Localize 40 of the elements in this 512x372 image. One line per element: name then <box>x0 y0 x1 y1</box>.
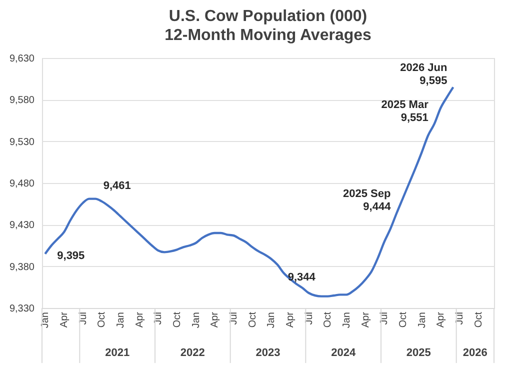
x-tick-label: Jan <box>416 312 428 328</box>
x-tick-label: Oct <box>473 312 484 328</box>
x-tick-label: Apr <box>134 311 146 328</box>
y-tick-label: 9,530 <box>9 136 35 148</box>
y-tick-label: 9,380 <box>9 262 35 273</box>
data-label: 2025 Sep 9,444 <box>342 188 392 213</box>
data-label: 9,461 <box>103 180 131 192</box>
chart-title: U.S. Cow Population (000) <box>168 8 368 25</box>
y-tick-label: 9,630 <box>9 54 35 64</box>
text: 2024 <box>331 347 356 359</box>
x-tick-label: Jan <box>190 312 202 328</box>
x-tick-label: Jan <box>341 312 352 328</box>
text: 2021 <box>105 347 130 359</box>
chart-subtitle: 12-Month Moving Averages <box>164 27 372 44</box>
y-tick-label: 9,580 <box>9 95 35 106</box>
x-tick-label: Oct <box>96 312 108 328</box>
data-label: 9,395 <box>57 250 85 262</box>
x-tick-label: Apr <box>436 311 447 328</box>
y-tick-label: 9,430 <box>9 220 35 232</box>
x-tick-label: Oct <box>398 312 409 328</box>
x-tick-label: Jan <box>40 312 52 328</box>
line-series <box>44 86 454 298</box>
x-tick-label: Oct <box>322 312 334 328</box>
y-tick-label: 9,330 <box>9 304 35 314</box>
x-tick-label: Apr <box>58 311 70 328</box>
x-tick-label: Jan <box>115 312 126 328</box>
x-tick-label: Apr <box>210 311 221 328</box>
x-tick-label: Oct <box>247 312 258 328</box>
data-label: 2025 Mar 9,551 <box>381 98 430 124</box>
y-tick-label: 9,480 <box>9 178 35 190</box>
data-label: 2026 Jun 9,595 <box>400 62 448 88</box>
text: 2025 <box>406 347 431 359</box>
x-tick-label: Jan <box>266 312 278 328</box>
x-tick-label: Apr <box>284 311 296 328</box>
x-tick-label: Apr <box>360 311 372 328</box>
text: 2026 <box>462 347 488 359</box>
text: 2022 <box>180 347 205 359</box>
text: 2023 <box>256 347 280 359</box>
data-label: 9,344 <box>288 271 316 284</box>
x-tick-label: Oct <box>172 312 183 328</box>
